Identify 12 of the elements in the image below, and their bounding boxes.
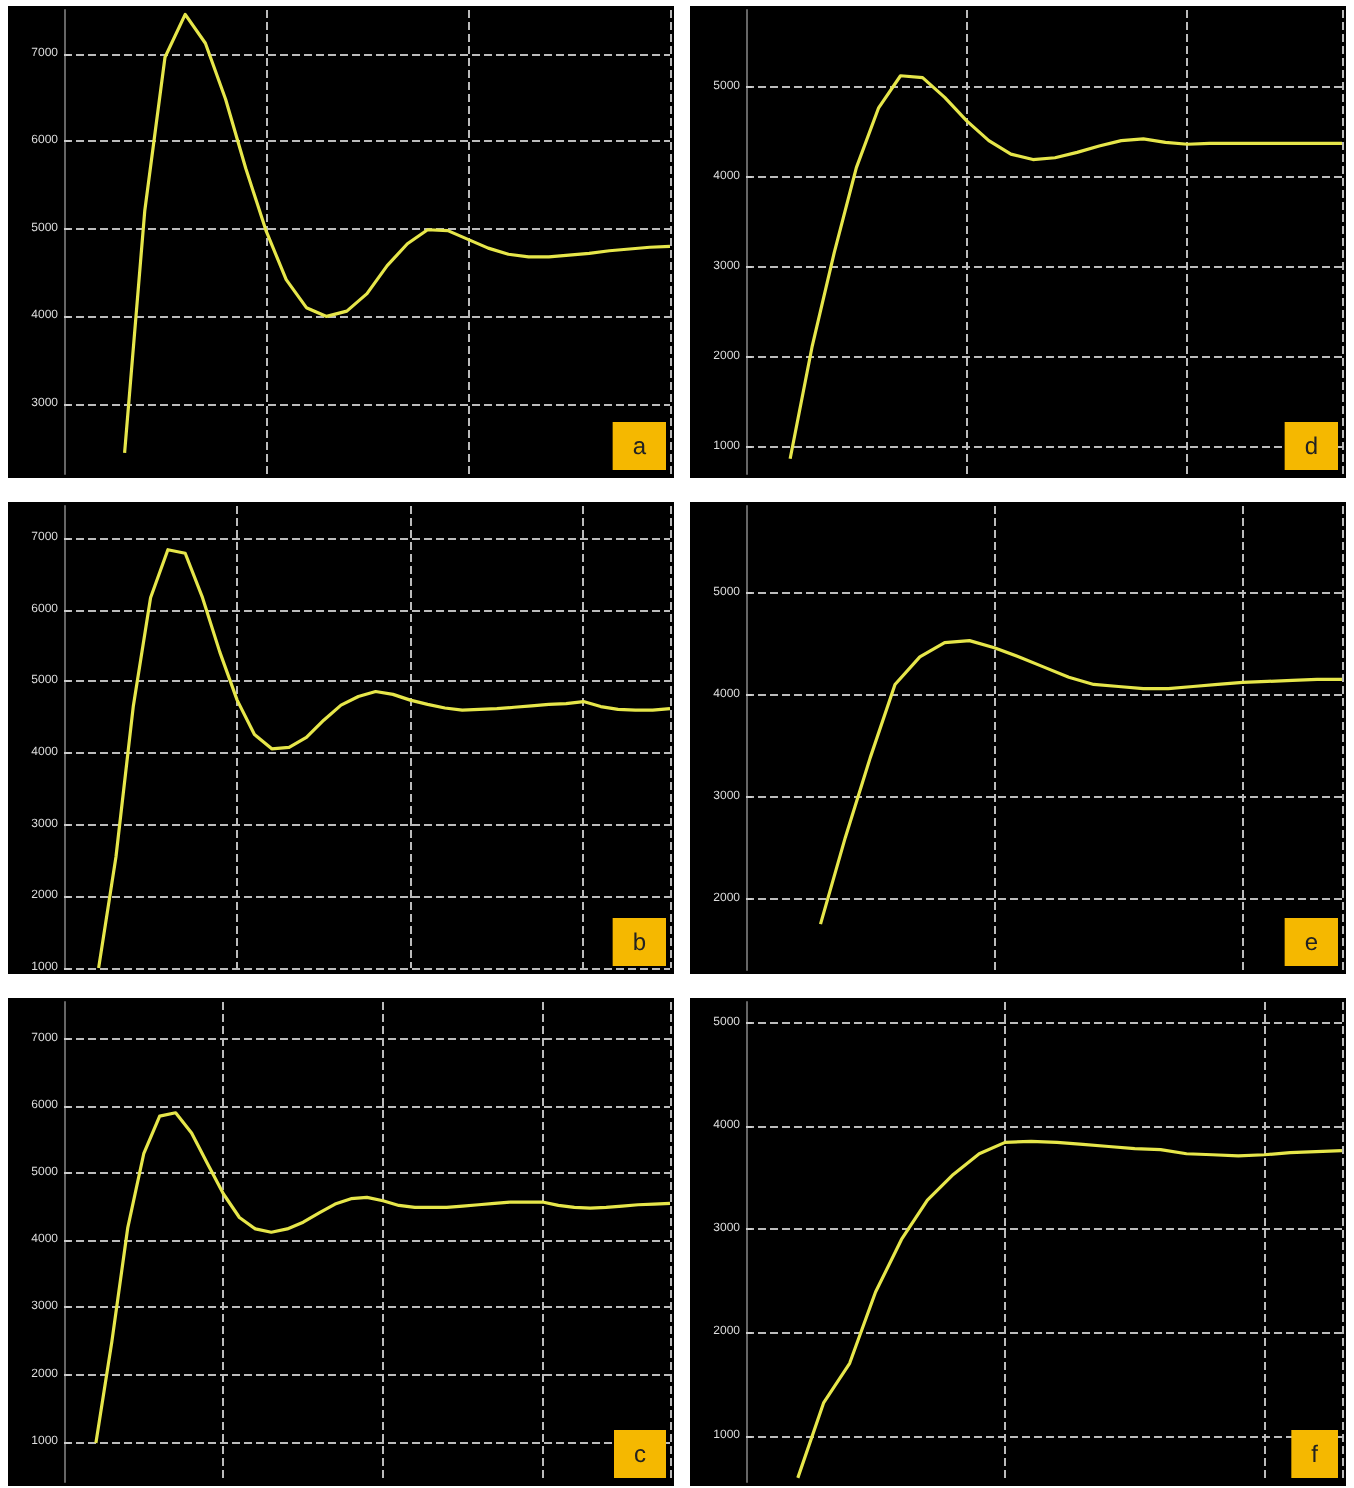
line-series [788,74,1344,461]
text: d [1304,432,1319,460]
line-series [123,12,672,455]
text: a [632,432,647,460]
text: e [1304,928,1319,956]
line-series [796,1139,1344,1480]
line-series [97,548,672,970]
text: c [634,1440,646,1468]
line-series [818,639,1344,926]
text: b [632,928,647,956]
line-series [94,1111,672,1445]
text: f [1311,1440,1320,1468]
